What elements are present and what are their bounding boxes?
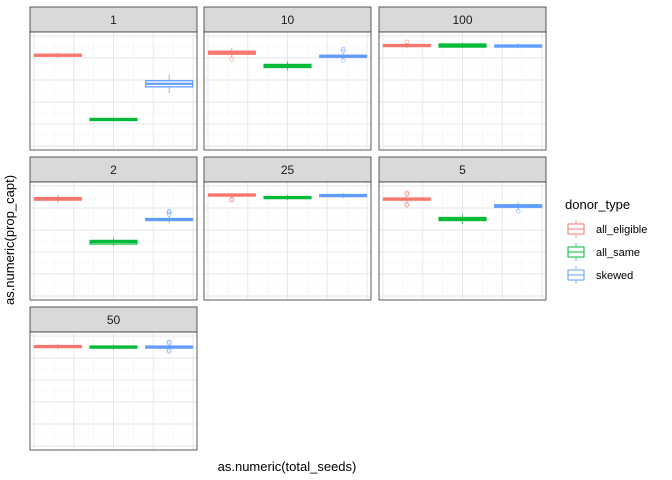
- panel-border: [203, 31, 372, 151]
- facet-strip-label: 50: [107, 313, 121, 327]
- box-all_same: [438, 43, 487, 49]
- legend-label: skewed: [596, 270, 633, 282]
- outlier-point: [404, 201, 410, 207]
- outlier-point: [404, 190, 410, 196]
- outlier-point: [515, 208, 521, 214]
- legend-key-all_eligible: all_eligible: [567, 220, 647, 238]
- panel-border: [378, 181, 547, 301]
- legend-key-skewed: skewed: [567, 266, 633, 284]
- panel-border: [378, 31, 547, 151]
- box-skewed: [145, 208, 194, 224]
- outlier-point: [166, 212, 172, 217]
- y-axis-title: as.numeric(prop_capt): [2, 175, 17, 305]
- facet-strip: [378, 156, 547, 183]
- facet-strip: [203, 6, 372, 33]
- facet-panel-50: 50: [29, 306, 198, 451]
- outlier-point: [340, 46, 346, 52]
- facet-strip-label: 1: [110, 13, 117, 27]
- box-all_eligible: [33, 344, 82, 350]
- panel-grid: [30, 32, 197, 150]
- facet-panel-5: 5: [378, 156, 547, 301]
- box-all_same: [263, 61, 312, 71]
- facet-strip: [378, 6, 547, 33]
- facet-strip-label: 100: [452, 13, 472, 27]
- legend-title: donor_type: [565, 197, 630, 212]
- facet-strip-label: 2: [110, 163, 117, 177]
- box-all_same: [438, 214, 487, 224]
- facet-strip: [29, 306, 198, 333]
- facet-panel-25: 25: [203, 156, 372, 301]
- facet-strip-label: 25: [281, 163, 295, 177]
- facet-panel-1: 1: [29, 6, 198, 151]
- box-skewed: [494, 202, 543, 214]
- outlier-point: [404, 39, 410, 45]
- box-all_eligible: [207, 48, 256, 62]
- box-all_same: [89, 237, 138, 247]
- outlier-point: [166, 339, 172, 345]
- outlier-point: [340, 57, 346, 63]
- box-all_same: [89, 117, 138, 122]
- outlier-point: [340, 48, 346, 54]
- box-skewed: [145, 339, 194, 354]
- panel-grid: [379, 182, 546, 300]
- panel-border: [29, 181, 198, 301]
- legend-label: all_eligible: [596, 224, 647, 236]
- box-all_eligible: [33, 52, 82, 59]
- facet-strip-label: 10: [281, 13, 295, 27]
- panel-border: [29, 31, 198, 151]
- outlier-point: [229, 56, 235, 62]
- box-all_eligible: [382, 39, 431, 49]
- facet-strip: [29, 156, 198, 183]
- box-all_eligible: [207, 193, 256, 203]
- box-all_same: [89, 344, 138, 350]
- panel-border: [203, 181, 372, 301]
- outlier-point: [166, 208, 172, 214]
- facet-strip-label: 5: [459, 163, 466, 177]
- box-all_same: [263, 195, 312, 201]
- panel-border: [29, 331, 198, 451]
- facet-panel-100: 100: [378, 6, 547, 151]
- box-skewed: [319, 46, 368, 63]
- legend-label: all_same: [596, 247, 640, 259]
- box-skewed: [319, 193, 368, 199]
- outlier-point: [166, 347, 172, 353]
- facet-panel-2: 2: [29, 156, 198, 301]
- x-axis-title: as.numeric(total_seeds): [218, 459, 357, 474]
- facet-strip: [203, 156, 372, 183]
- box-skewed: [145, 74, 194, 93]
- box-all_eligible: [33, 195, 82, 204]
- facet-strip: [29, 6, 198, 33]
- legend-key-all_same: all_same: [567, 243, 640, 261]
- panel-grid: [379, 32, 546, 150]
- outlier-point: [229, 196, 235, 202]
- facet-panel-10: 10: [203, 6, 372, 151]
- box-all_eligible: [382, 190, 431, 208]
- box-skewed: [494, 43, 543, 49]
- facet-panels: 1 10 100 2 25 5 50: [29, 6, 547, 451]
